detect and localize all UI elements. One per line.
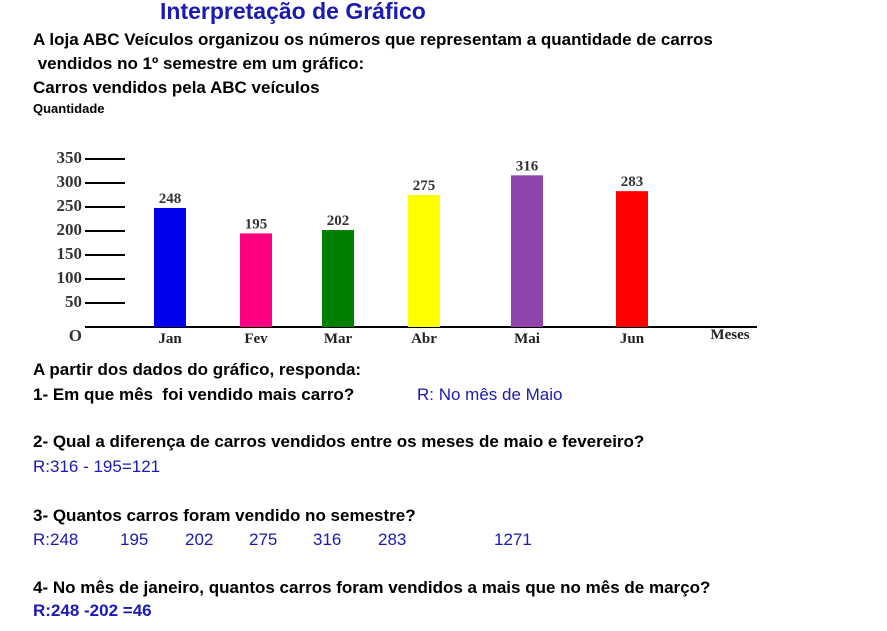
intro-line: A loja ABC Veículos organizou os números…: [33, 30, 713, 49]
intro-line: vendidos no 1º semestre em um gráfico:: [33, 54, 365, 73]
chart-title: Carros vendidos pela ABC veículos: [33, 78, 320, 97]
bar: [322, 230, 354, 327]
value-label: 316: [516, 158, 539, 174]
answer: 275: [249, 530, 278, 549]
bar: [240, 233, 272, 327]
value-label: 248: [159, 191, 182, 207]
y-tick-label: 200: [57, 220, 83, 239]
bar: [408, 195, 440, 327]
y-tick-label: 300: [57, 172, 83, 191]
y-axis-label: Quantidade: [33, 101, 105, 116]
answer: R:248 -202 =46: [33, 601, 152, 620]
answer: R:316 - 195=121: [33, 457, 161, 476]
x-tick-label: Mar: [324, 331, 353, 347]
answer: 316: [313, 530, 342, 549]
y-tick-label: 100: [57, 268, 83, 287]
y-tick-label: 350: [57, 148, 83, 167]
answer: 202: [185, 530, 214, 549]
y-tick-label: 150: [57, 244, 83, 263]
x-tick-label: Mai: [514, 331, 540, 347]
y-tick-label: O: [69, 326, 82, 345]
value-label: 275: [413, 178, 436, 194]
x-axis-label: Meses: [710, 327, 749, 343]
answer: 195: [120, 530, 149, 549]
x-tick-label: Fev: [244, 331, 268, 347]
value-label: 283: [621, 174, 644, 190]
question: 1- Em que mês foi vendido mais carro?: [33, 385, 355, 404]
answer: R:248: [33, 530, 79, 549]
chart: O 50 100 150 200 250 300 350 248 Jan 195 Fev 202 Mar 2…: [57, 148, 757, 347]
y-tick-label: 50: [65, 292, 82, 311]
question: 2- Qual a diferença de carros vendidos e…: [33, 432, 645, 451]
answer: 283: [378, 530, 407, 549]
questions-intro: A partir dos dados do gráfico, responda:: [33, 360, 362, 379]
answer: R: No mês de Maio: [417, 385, 563, 404]
x-tick-label: Jan: [158, 331, 182, 347]
value-label: 202: [327, 213, 350, 229]
x-tick-label: Jun: [620, 331, 645, 347]
x-tick-label: Abr: [411, 331, 437, 347]
y-tick-label: 250: [57, 196, 83, 215]
bar: [511, 175, 543, 327]
question: 3- Quantos carros foram vendido no semes…: [33, 506, 416, 525]
bar: [616, 191, 648, 327]
question: 4- No mês de janeiro, quantos carros for…: [33, 578, 711, 597]
bar: [154, 207, 186, 327]
answer: 1271: [494, 530, 532, 549]
title: Interpretação de Gráfico: [160, 0, 426, 24]
value-label: 195: [245, 216, 268, 232]
